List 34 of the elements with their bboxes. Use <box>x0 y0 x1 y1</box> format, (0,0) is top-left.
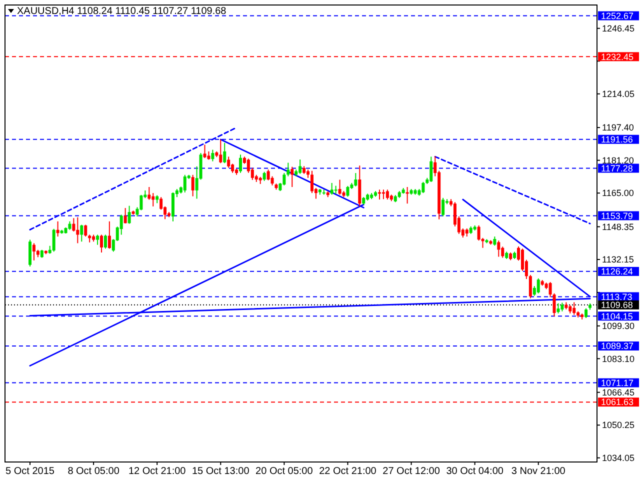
y-tick-label: 1197.40 <box>602 122 634 133</box>
y-tick-label: 1246.45 <box>602 24 635 34</box>
x-tick-label: 22 Oct 21:00 <box>319 466 377 477</box>
x-tick-label: 3 Nov 21:00 <box>511 466 566 477</box>
x-tick-label: 15 Oct 13:00 <box>192 466 250 477</box>
x-tick-label: 8 Oct 05:00 <box>68 466 120 477</box>
chart-title: XAUUSD,H4 1108.24 1110.45 1107.27 1109.68 <box>17 6 227 17</box>
y-tick-label: 1132.15 <box>602 254 634 265</box>
y-tick-label: 1083.10 <box>602 354 635 364</box>
ref-line-label: 1177.28 <box>601 163 633 174</box>
ref-line-label: 1232.45 <box>601 52 634 62</box>
ref-line-label: 1104.15 <box>601 311 633 322</box>
ref-line-label: 1252.67 <box>601 10 634 21</box>
y-tick-label: 1099.30 <box>602 321 635 332</box>
y-tick-label: 1050.25 <box>602 420 635 430</box>
x-tick-label: 5 Oct 2015 <box>6 466 55 477</box>
x-tick-label: 20 Oct 05:00 <box>256 466 314 477</box>
ref-line-label: 1153.79 <box>601 210 633 221</box>
ref-line-label: 1113.73 <box>601 292 632 302</box>
x-tick-label: 30 Oct 04:00 <box>446 466 504 477</box>
ref-line-label: 1071.17 <box>601 378 634 388</box>
ref-line-label: 1109.68 <box>601 300 633 310</box>
ref-line-label: 1061.63 <box>601 397 634 408</box>
y-tick-label: 1214.05 <box>602 89 635 100</box>
ref-line-label: 1089.37 <box>601 341 634 352</box>
y-tick-label: 1165.00 <box>602 188 634 198</box>
x-tick-label: 27 Oct 12:00 <box>382 466 440 477</box>
ref-line-label: 1191.56 <box>601 134 633 144</box>
y-tick-label: 1148.35 <box>602 222 634 232</box>
ref-line-label: 1126.24 <box>601 266 633 277</box>
x-tick-label: 12 Oct 21:00 <box>128 466 186 477</box>
y-tick-label: 1066.45 <box>602 387 635 398</box>
y-tick-label: 1034.05 <box>602 453 635 464</box>
y-tick-label: 1181.20 <box>602 155 634 166</box>
